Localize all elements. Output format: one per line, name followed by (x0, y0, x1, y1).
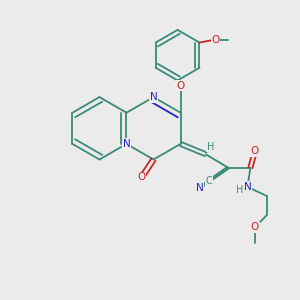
Text: N: N (123, 139, 130, 149)
Text: O: O (212, 34, 220, 44)
Text: O: O (251, 222, 259, 232)
Text: O: O (176, 81, 185, 91)
Text: N: N (244, 182, 251, 192)
Text: C: C (206, 176, 212, 186)
Text: O: O (137, 172, 146, 182)
Text: O: O (251, 146, 259, 156)
Text: N: N (150, 92, 158, 102)
Text: H: H (207, 142, 214, 152)
Text: H: H (236, 185, 244, 195)
Text: N: N (196, 183, 204, 193)
